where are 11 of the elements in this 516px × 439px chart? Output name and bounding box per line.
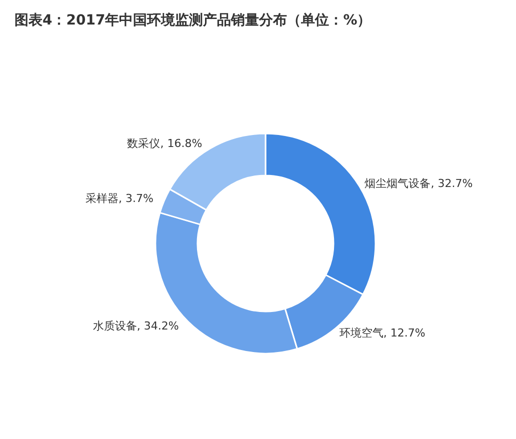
data-label: , 32.7%: [430, 176, 473, 190]
data-label: , 16.8%: [160, 136, 202, 150]
slice-label: 数采仪: [127, 136, 160, 150]
data-label: , 3.7%: [118, 192, 154, 205]
slice-label: 采样器: [85, 192, 118, 205]
chart-title: 图表4：2017年中国环境监测产品销量分布（单位：%）: [14, 12, 372, 28]
data-label: , 12.7%: [383, 326, 426, 340]
data-label: , 34.2%: [136, 319, 179, 332]
slice-label: 水质设备: [92, 319, 137, 332]
slice-label: 环境空气: [339, 326, 384, 340]
slice-label: 烟尘烟气设备: [364, 176, 431, 190]
